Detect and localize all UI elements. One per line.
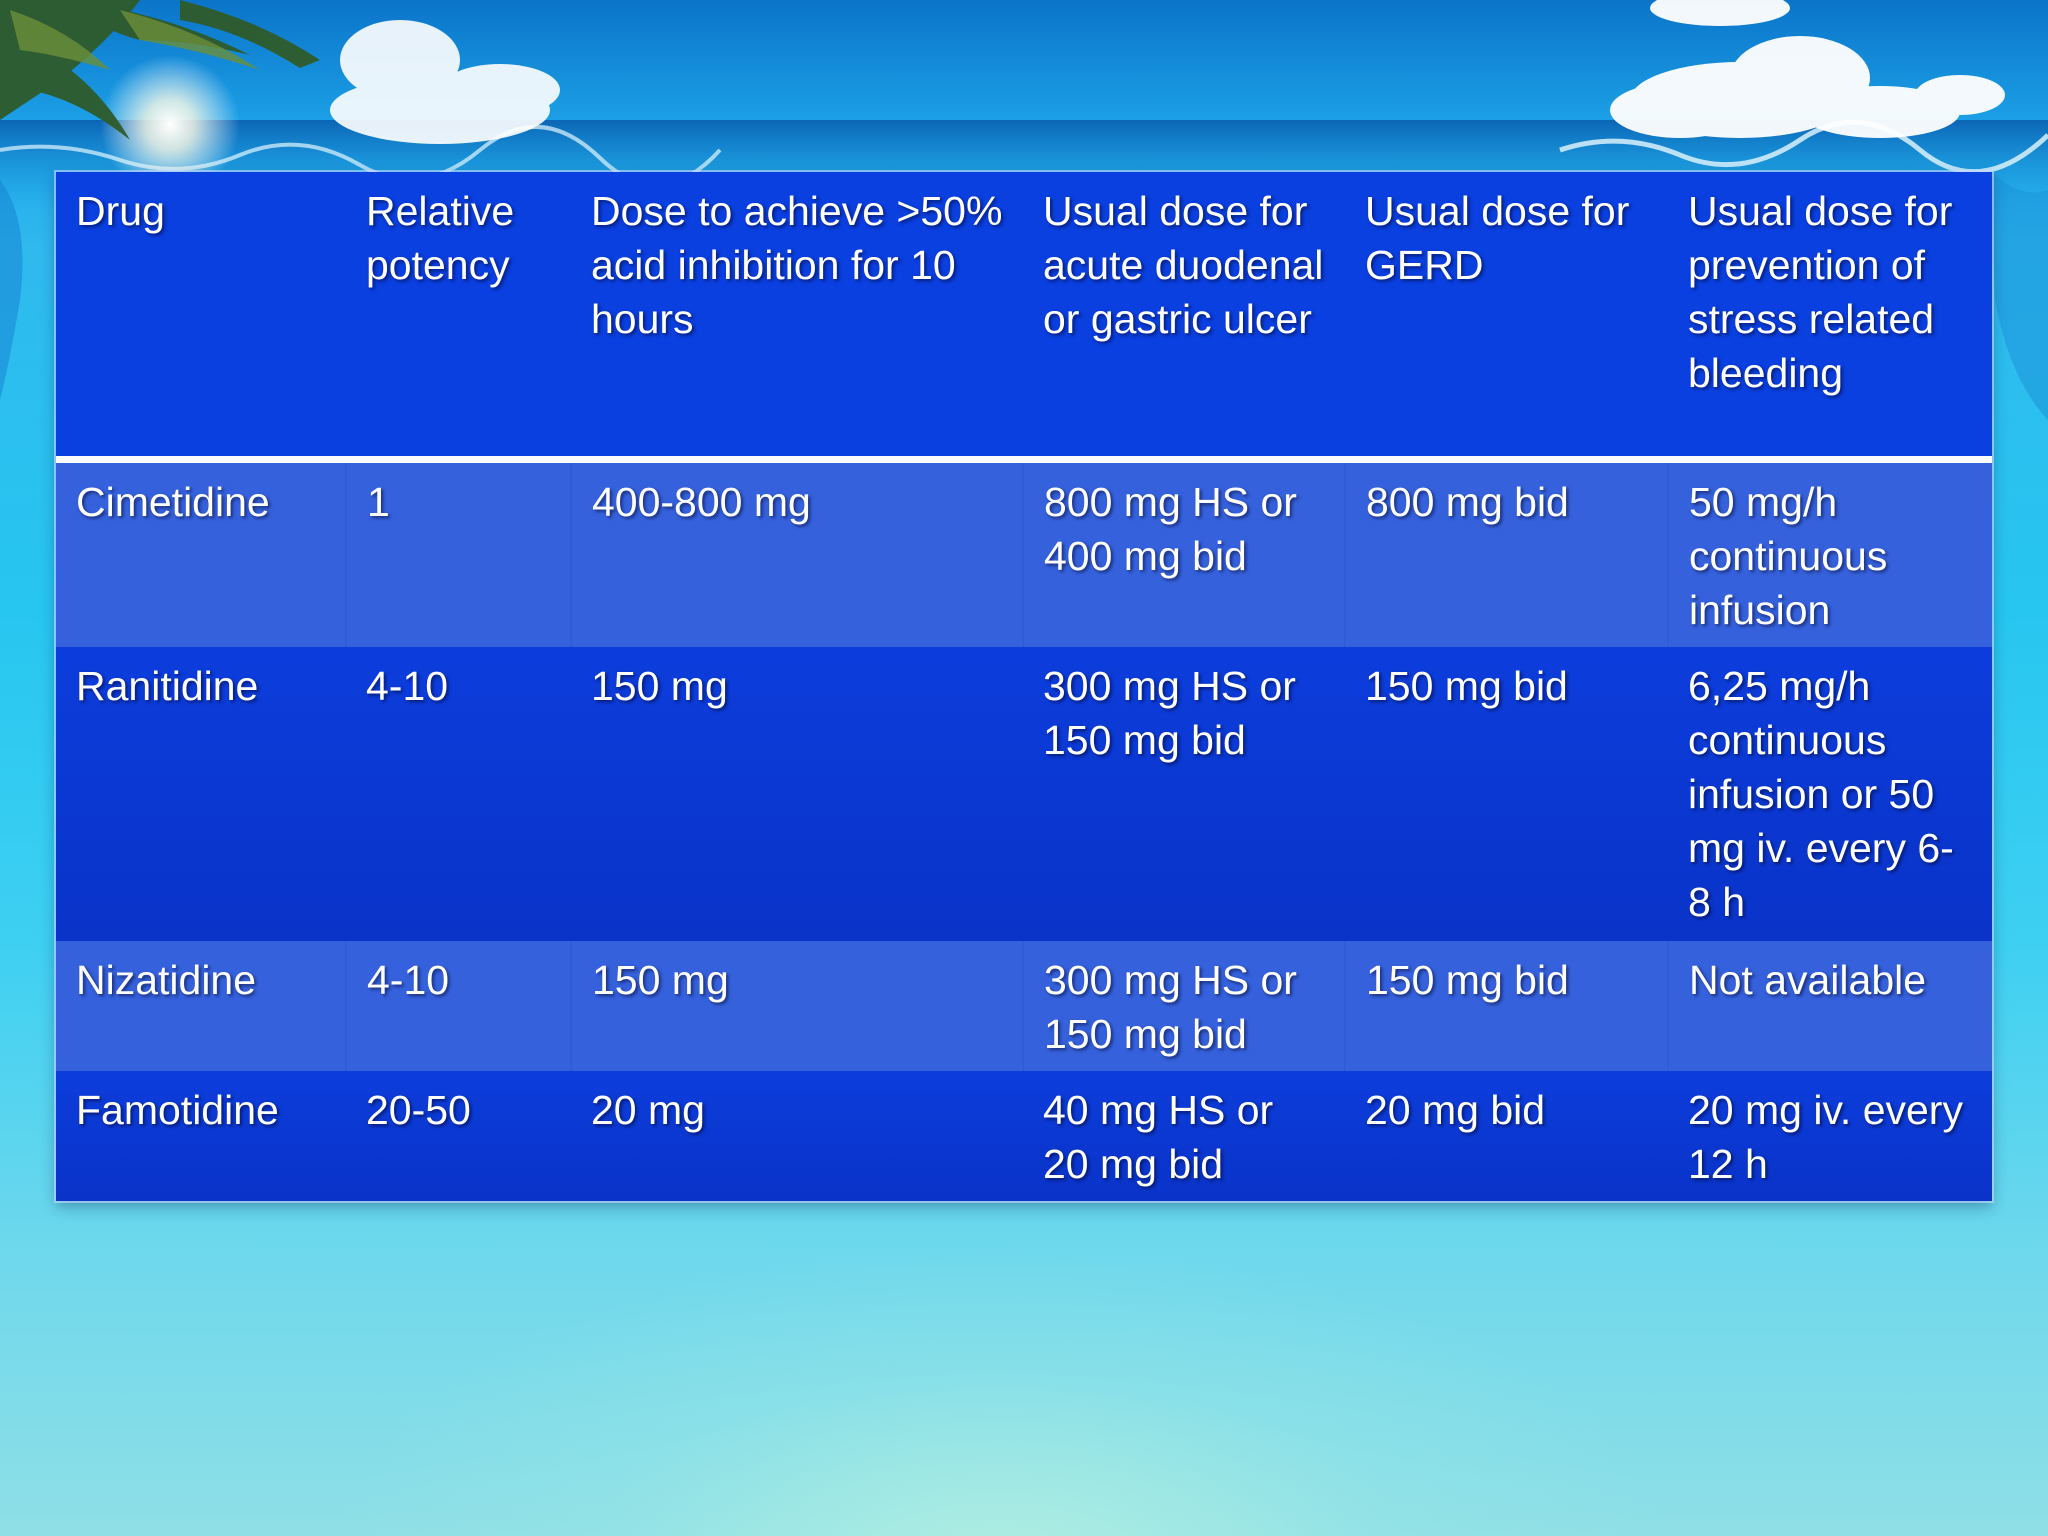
cell-gerd-dose: 150 mg bid xyxy=(1345,941,1669,1071)
header-gerd-dose: Usual dose for GERD xyxy=(1345,172,1668,463)
header-relative-potency: Relative potency xyxy=(346,172,571,463)
cell-relative-potency: 4-10 xyxy=(346,941,572,1071)
header-row: Drug Relative potency Dose to achieve >5… xyxy=(56,172,1992,463)
cell-stress-bleeding-dose: 20 mg iv. every 12 h xyxy=(1668,1071,1992,1201)
header-stress-bleeding-dose: Usual dose for prevention of stress rela… xyxy=(1668,172,1992,463)
cell-acid-inhibition-dose: 150 mg xyxy=(571,647,1023,941)
cell-relative-potency: 1 xyxy=(346,459,572,647)
cell-drug: Nizatidine xyxy=(56,941,347,1071)
table-row: Famotidine 20-50 20 mg 40 mg HS or 20 mg… xyxy=(56,1071,1992,1201)
table-row: Nizatidine 4-10 150 mg 300 mg HS or 150 … xyxy=(56,941,1992,1071)
cell-acid-inhibition-dose: 20 mg xyxy=(571,1071,1023,1201)
header-acid-inhibition-dose: Dose to achieve >50% acid inhibition for… xyxy=(571,172,1023,463)
drug-comparison-table: Drug Relative potency Dose to achieve >5… xyxy=(54,170,1994,1203)
table-row: Ranitidine 4-10 150 mg 300 mg HS or 150 … xyxy=(56,647,1992,941)
cell-acid-inhibition-dose: 150 mg xyxy=(571,941,1024,1071)
cell-gerd-dose: 20 mg bid xyxy=(1345,1071,1668,1201)
cell-relative-potency: 4-10 xyxy=(346,647,571,941)
header-ulcer-dose: Usual dose for acute duodenal or gastric… xyxy=(1023,172,1345,463)
cell-ulcer-dose: 800 mg HS or 400 mg bid xyxy=(1023,459,1346,647)
cell-gerd-dose: 800 mg bid xyxy=(1345,459,1669,647)
cell-ulcer-dose: 300 mg HS or 150 mg bid xyxy=(1023,647,1345,941)
cell-ulcer-dose: 40 mg HS or 20 mg bid xyxy=(1023,1071,1345,1201)
cell-stress-bleeding-dose: 6,25 mg/h continuous infusion or 50 mg i… xyxy=(1668,647,1992,941)
cell-drug: Famotidine xyxy=(56,1071,346,1201)
cell-stress-bleeding-dose: 50 mg/h continuous infusion xyxy=(1668,459,1992,647)
cell-acid-inhibition-dose: 400-800 mg xyxy=(571,459,1024,647)
header-drug: Drug xyxy=(56,172,346,463)
cell-drug: Ranitidine xyxy=(56,647,346,941)
cell-ulcer-dose: 300 mg HS or 150 mg bid xyxy=(1023,941,1346,1071)
table-row: Cimetidine 1 400-800 mg 800 mg HS or 400… xyxy=(56,459,1992,647)
cell-drug: Cimetidine xyxy=(56,459,347,647)
cell-relative-potency: 20-50 xyxy=(346,1071,571,1201)
cell-stress-bleeding-dose: Not available xyxy=(1668,941,1992,1071)
cell-gerd-dose: 150 mg bid xyxy=(1345,647,1668,941)
